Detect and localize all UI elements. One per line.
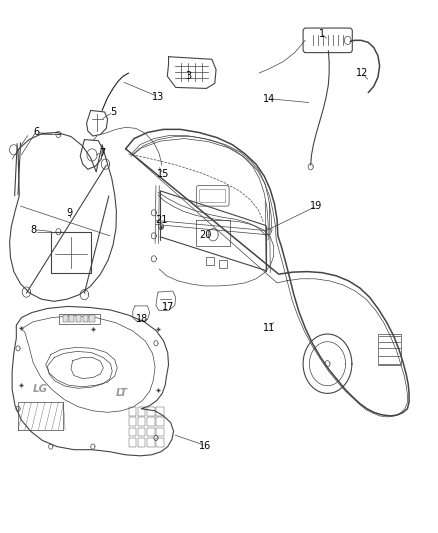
- Bar: [147, 427, 155, 437]
- Bar: [219, 260, 227, 268]
- Bar: [138, 438, 145, 447]
- Text: 17: 17: [162, 302, 174, 312]
- Text: 9: 9: [67, 208, 73, 218]
- Bar: [156, 438, 164, 447]
- Bar: [205, 257, 214, 265]
- Text: 6: 6: [33, 127, 39, 138]
- Text: 12: 12: [356, 68, 368, 78]
- Text: 13: 13: [152, 92, 164, 102]
- Bar: [147, 407, 155, 416]
- Text: 15: 15: [157, 169, 170, 180]
- Text: 11: 11: [262, 323, 275, 333]
- Bar: [147, 417, 155, 426]
- Text: 21: 21: [155, 215, 167, 225]
- Text: 19: 19: [311, 201, 323, 211]
- Bar: [59, 313, 100, 324]
- Text: 1: 1: [319, 29, 325, 39]
- Bar: [138, 407, 145, 416]
- Text: LG: LG: [33, 384, 48, 394]
- Bar: [129, 407, 136, 416]
- Bar: [83, 315, 88, 322]
- Bar: [156, 407, 164, 416]
- Bar: [138, 427, 145, 437]
- Text: LT: LT: [116, 389, 127, 398]
- Bar: [156, 427, 164, 437]
- Bar: [147, 438, 155, 447]
- Bar: [378, 334, 401, 365]
- Text: 20: 20: [199, 230, 212, 240]
- Bar: [129, 438, 136, 447]
- Text: 7: 7: [99, 148, 105, 158]
- Text: 5: 5: [110, 107, 116, 117]
- Bar: [129, 427, 136, 437]
- Bar: [69, 315, 74, 322]
- Text: 3: 3: [186, 71, 192, 81]
- Bar: [156, 417, 164, 426]
- Text: 18: 18: [136, 314, 148, 324]
- Text: 14: 14: [262, 94, 275, 104]
- Bar: [76, 315, 81, 322]
- Bar: [63, 315, 67, 322]
- Bar: [138, 417, 145, 426]
- Text: 16: 16: [199, 441, 212, 450]
- Bar: [129, 417, 136, 426]
- Bar: [89, 315, 95, 322]
- Text: 8: 8: [30, 224, 36, 235]
